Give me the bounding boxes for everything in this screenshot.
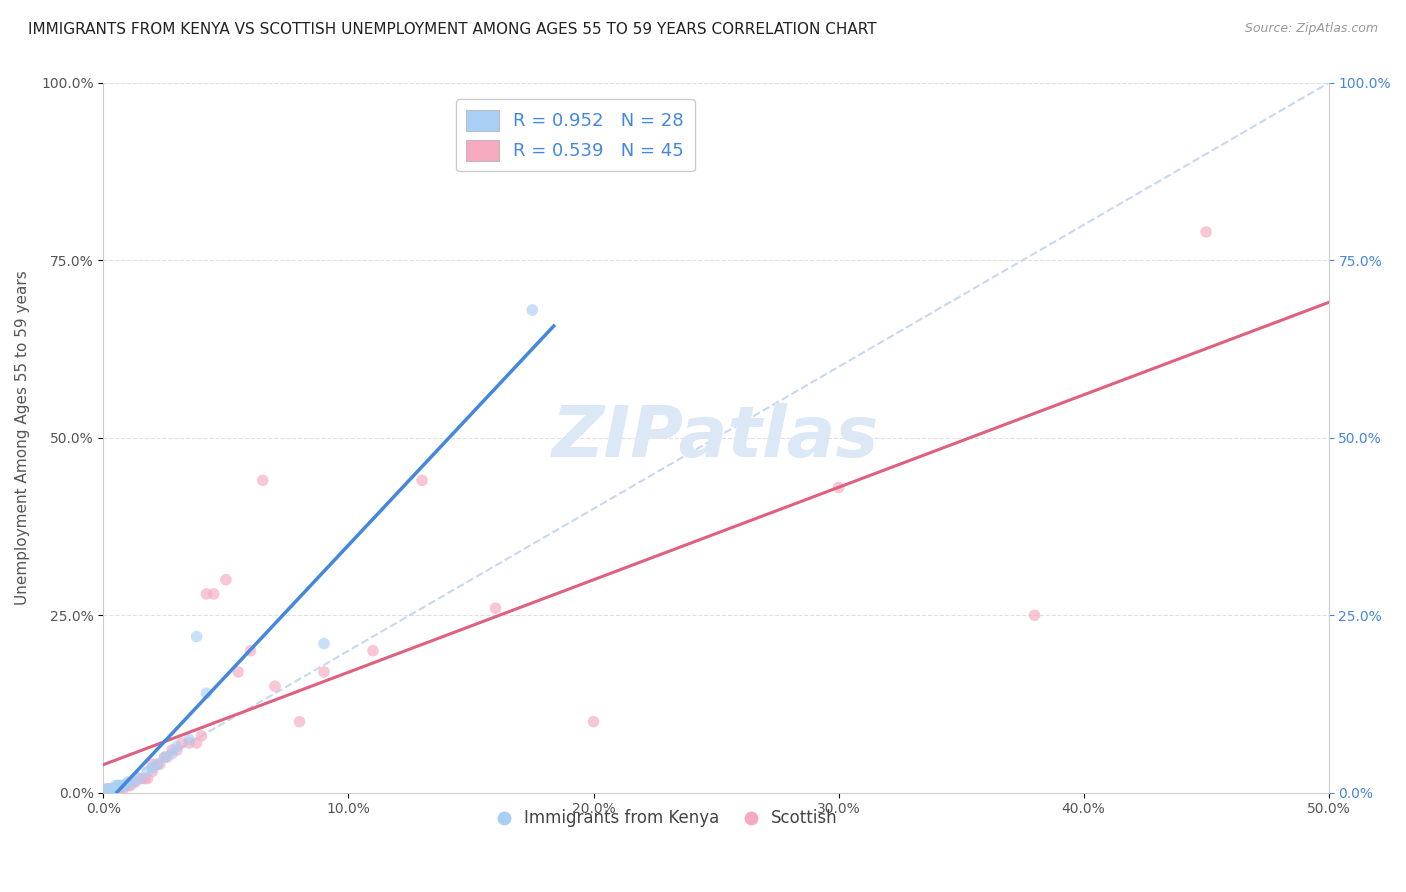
Point [179, 732, 201, 747]
Point [153, 750, 176, 764]
Point [239, 643, 262, 657]
Point [112, 779, 135, 793]
Point [104, 782, 127, 797]
Point [112, 782, 135, 797]
Text: Source: ZipAtlas.com: Source: ZipAtlas.com [1244, 22, 1378, 36]
Point [107, 779, 129, 793]
Point [141, 764, 163, 779]
Point [100, 782, 122, 797]
Point [103, 782, 125, 797]
Point [149, 757, 172, 772]
Point [484, 601, 506, 615]
Point [146, 757, 169, 772]
Point [97, 782, 120, 797]
Point [104, 782, 127, 797]
Point [264, 679, 287, 693]
Point [129, 772, 152, 786]
Point [141, 761, 163, 775]
Point [117, 775, 139, 789]
Point [186, 736, 208, 750]
Point [195, 686, 218, 700]
Point [226, 665, 249, 679]
Point [114, 779, 136, 793]
Point [103, 782, 125, 797]
Text: IMMIGRANTS FROM KENYA VS SCOTTISH UNEMPLOYMENT AMONG AGES 55 TO 59 YEARS CORRELA: IMMIGRANTS FROM KENYA VS SCOTTISH UNEMPL… [28, 22, 877, 37]
Point [110, 782, 132, 797]
Point [215, 573, 238, 587]
Point [131, 772, 153, 786]
Point [121, 775, 143, 789]
Point [97, 782, 120, 797]
Point [361, 643, 384, 657]
Point [522, 303, 544, 318]
Point [827, 480, 849, 494]
Point [100, 782, 122, 797]
Point [94, 782, 117, 797]
Point [141, 757, 163, 772]
Point [166, 739, 188, 754]
Point [107, 779, 129, 793]
Point [136, 764, 159, 779]
Point [190, 729, 212, 743]
Point [107, 782, 129, 797]
Point [100, 782, 122, 797]
Point [252, 474, 274, 488]
Point [97, 782, 120, 797]
Point [1024, 608, 1046, 623]
Point [117, 779, 139, 793]
Point [94, 782, 117, 797]
Point [582, 714, 605, 729]
Point [186, 630, 208, 644]
Point [136, 772, 159, 786]
Legend: Immigrants from Kenya, Scottish: Immigrants from Kenya, Scottish [491, 803, 844, 834]
Point [411, 474, 433, 488]
Point [202, 587, 225, 601]
Point [146, 757, 169, 772]
Point [288, 714, 311, 729]
Point [160, 747, 183, 761]
Point [153, 750, 176, 764]
Point [104, 779, 127, 793]
Point [120, 779, 142, 793]
Point [160, 743, 183, 757]
Point [1195, 225, 1218, 239]
Point [170, 736, 193, 750]
Point [124, 775, 146, 789]
Point [179, 736, 201, 750]
Point [195, 587, 218, 601]
Point [114, 779, 136, 793]
Point [103, 782, 125, 797]
Point [134, 772, 156, 786]
Point [129, 772, 152, 786]
Point [110, 779, 132, 793]
Point [166, 743, 188, 757]
Point [312, 637, 335, 651]
Y-axis label: Unemployment Among Ages 55 to 59 years: Unemployment Among Ages 55 to 59 years [15, 270, 30, 605]
Point [156, 750, 179, 764]
Text: ZIPatlas: ZIPatlas [553, 403, 880, 472]
Point [312, 665, 335, 679]
Point [121, 775, 143, 789]
